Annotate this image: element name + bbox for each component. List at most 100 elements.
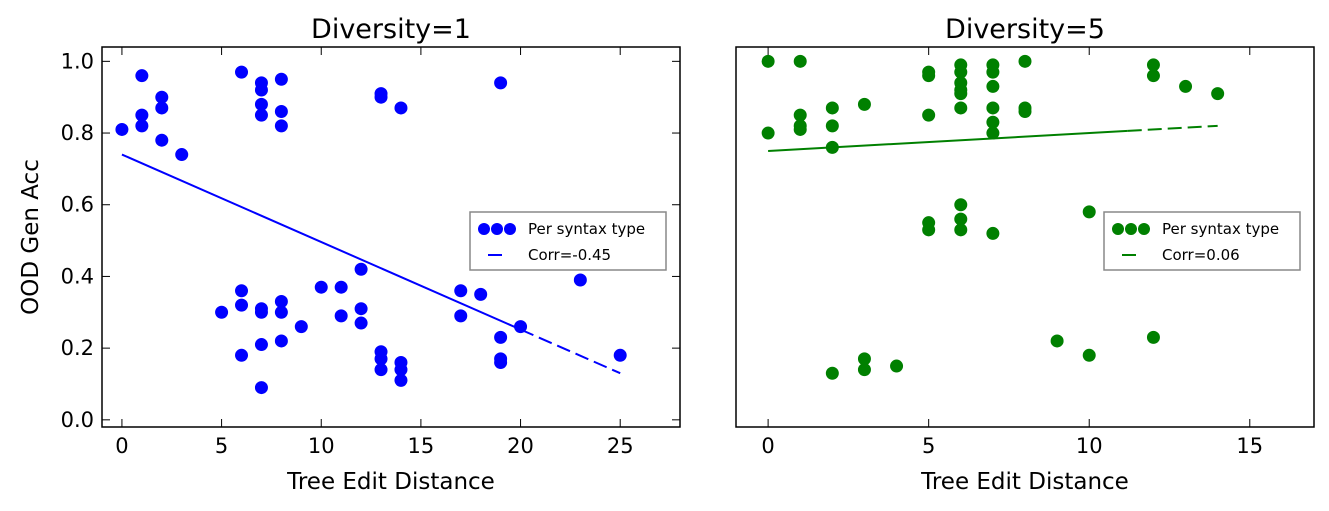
data-point <box>235 348 249 362</box>
data-point <box>954 223 968 237</box>
legend-marker <box>504 223 516 235</box>
data-point <box>986 79 1000 93</box>
x-tick-label: 5 <box>922 434 935 458</box>
data-point <box>235 65 249 79</box>
data-point <box>155 133 169 147</box>
x-tick-label: 0 <box>115 434 128 458</box>
x-tick-label: 15 <box>1236 434 1263 458</box>
data-point <box>274 119 288 133</box>
data-point <box>890 359 904 373</box>
data-point <box>954 101 968 115</box>
data-point <box>374 363 388 377</box>
data-point <box>254 381 268 395</box>
data-point <box>825 140 839 154</box>
legend-marker <box>1112 223 1124 235</box>
data-point <box>1082 205 1096 219</box>
data-point <box>135 119 149 133</box>
data-point <box>274 295 288 309</box>
data-point <box>394 101 408 115</box>
data-point <box>135 108 149 122</box>
data-point <box>954 198 968 212</box>
fit-line-solid <box>121 153 521 331</box>
data-point <box>454 309 468 323</box>
data-point <box>1050 334 1064 348</box>
data-point <box>613 348 627 362</box>
data-point <box>793 54 807 68</box>
plot-frame <box>735 46 1315 428</box>
data-point <box>155 90 169 104</box>
data-point <box>235 284 249 298</box>
data-point <box>986 101 1000 115</box>
chart-title: Diversity=5 <box>945 14 1105 45</box>
data-point <box>986 65 1000 79</box>
data-point <box>254 305 268 319</box>
data-point <box>922 69 936 83</box>
data-point <box>825 101 839 115</box>
chart-title: Diversity=1 <box>311 14 471 45</box>
fit-line-dashed <box>520 328 621 375</box>
data-point <box>986 126 1000 140</box>
data-point <box>922 108 936 122</box>
data-point <box>274 105 288 119</box>
legend-label: Per syntax type <box>528 220 645 238</box>
x-tick-label: 0 <box>761 434 774 458</box>
data-point <box>986 226 1000 240</box>
data-point <box>494 76 508 90</box>
data-point <box>793 108 807 122</box>
data-point <box>274 305 288 319</box>
data-point <box>454 284 468 298</box>
data-point <box>1179 79 1193 93</box>
y-tick-label: 0.2 <box>61 336 94 360</box>
data-point <box>986 115 1000 129</box>
data-point <box>954 65 968 79</box>
data-point <box>1082 348 1096 362</box>
data-point <box>1146 69 1160 83</box>
y-tick-label: 0.6 <box>61 193 94 217</box>
y-tick-label: 1.0 <box>61 49 94 73</box>
fit-line-dashed <box>1127 124 1218 132</box>
data-point <box>857 363 871 377</box>
data-point <box>135 69 149 83</box>
data-point <box>254 338 268 352</box>
y-tick-label: 0.4 <box>61 264 94 288</box>
plot-frame <box>101 46 681 428</box>
data-point <box>314 280 328 294</box>
data-point <box>514 320 528 334</box>
data-point <box>1018 105 1032 119</box>
y-axis-label: OOD Gen Acc <box>18 159 44 315</box>
chart-1: Diversity=1 0 5 10 15 20 25 0.0 0.2 0.4 0.6 0.8 1.0 T… <box>18 14 681 495</box>
data-point <box>954 87 968 101</box>
data-point <box>394 363 408 377</box>
data-point <box>334 280 348 294</box>
data-point <box>954 212 968 226</box>
data-point <box>155 101 169 115</box>
legend-marker <box>1138 223 1150 235</box>
data-point <box>922 223 936 237</box>
data-point <box>354 302 368 316</box>
x-tick-label: 15 <box>408 434 435 458</box>
data-point <box>274 72 288 86</box>
data-point <box>1146 330 1160 344</box>
data-point <box>761 54 775 68</box>
x-tick-label: 20 <box>507 434 534 458</box>
legend-box <box>1103 211 1301 271</box>
data-point <box>254 97 268 111</box>
x-tick-label: 10 <box>308 434 335 458</box>
y-tick-label: 0.8 <box>61 121 94 145</box>
legend-marker <box>491 223 503 235</box>
y-tick-label: 0.0 <box>61 408 94 432</box>
x-tick-label: 5 <box>215 434 228 458</box>
data-point <box>254 108 268 122</box>
fit-line-solid <box>768 129 1128 152</box>
data-point <box>793 122 807 136</box>
data-point <box>825 366 839 380</box>
legend-label: Corr=0.06 <box>1162 246 1240 264</box>
data-point <box>235 298 249 312</box>
data-point <box>254 83 268 97</box>
data-point <box>175 148 189 162</box>
data-point <box>354 316 368 330</box>
data-point <box>1018 54 1032 68</box>
data-point <box>394 373 408 387</box>
data-point <box>294 320 308 334</box>
